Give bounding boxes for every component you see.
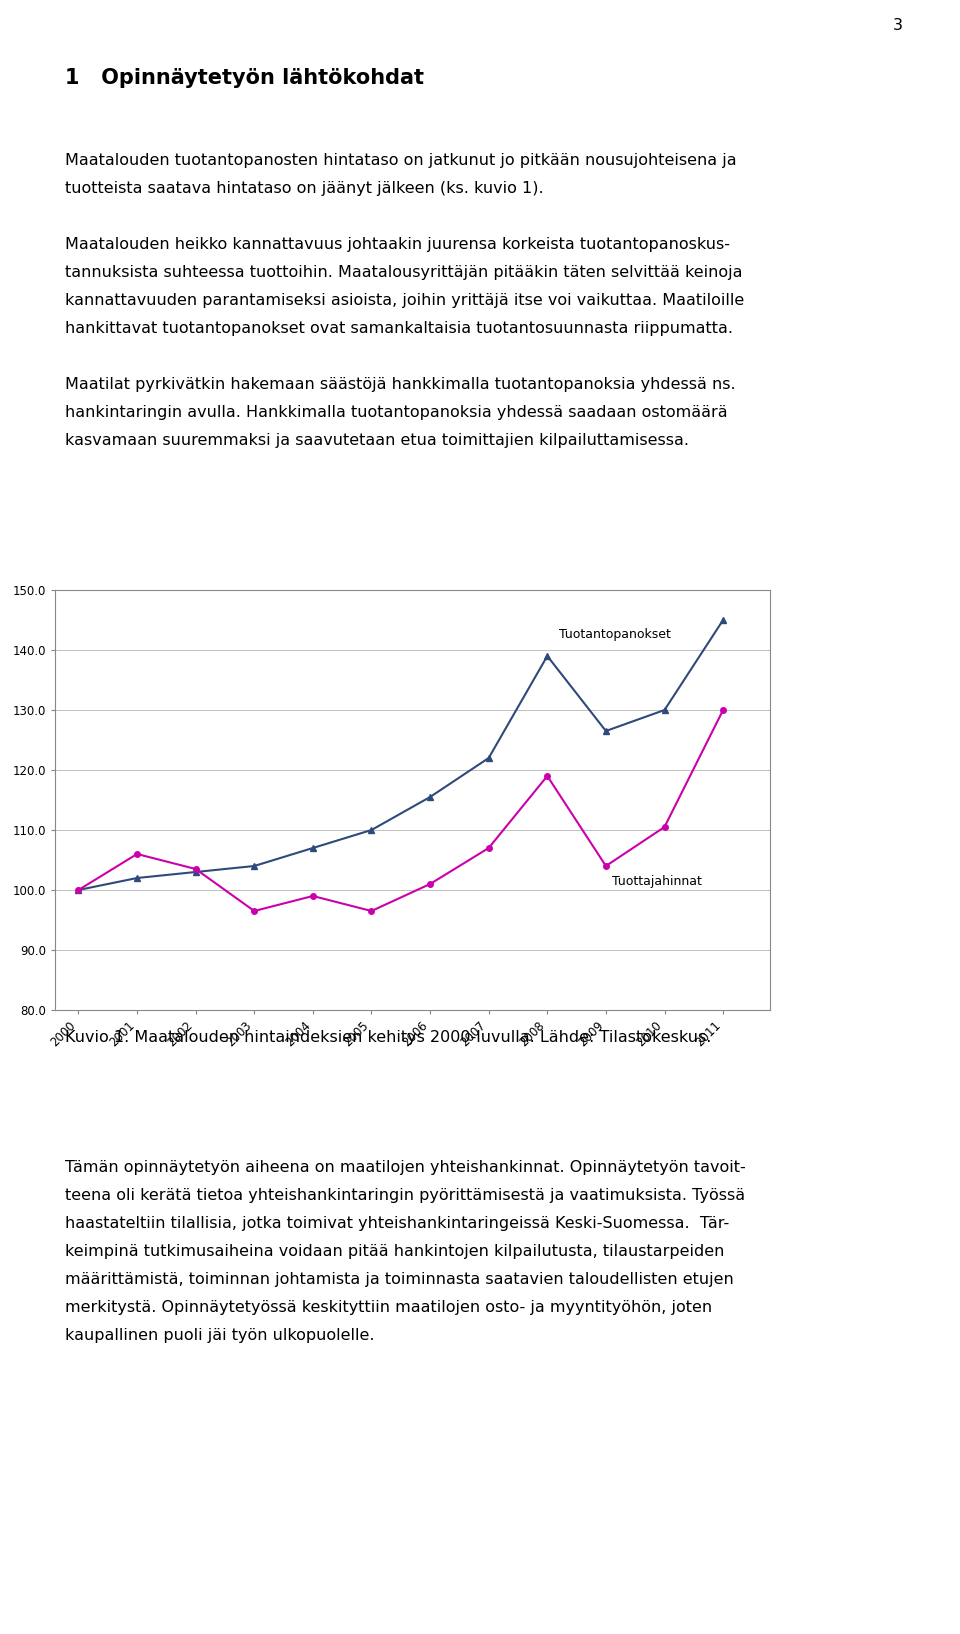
Text: keimpinä tutkimusaiheina voidaan pitää hankintojen kilpailutusta, tilaustarpeide: keimpinä tutkimusaiheina voidaan pitää h… bbox=[65, 1243, 725, 1260]
Text: tannuksista suhteessa tuottoihin. Maatalousyrittäjän pitääkin täten selvittää ke: tannuksista suhteessa tuottoihin. Maatal… bbox=[65, 265, 743, 279]
Text: haastateltiin tilallisia, jotka toimivat yhteishankintaringeissä Keski-Suomessa.: haastateltiin tilallisia, jotka toimivat… bbox=[65, 1216, 730, 1230]
Text: Tämän opinnäytetyön aiheena on maatilojen yhteishankinnat. Opinnäytetyön tavoit-: Tämän opinnäytetyön aiheena on maatiloje… bbox=[65, 1160, 746, 1175]
Text: Maatalouden heikko kannattavuus johtaakin juurensa korkeista tuotantopanoskus-: Maatalouden heikko kannattavuus johtaaki… bbox=[65, 237, 731, 252]
Text: määrittämistä, toiminnan johtamista ja toiminnasta saatavien taloudellisten etuj: määrittämistä, toiminnan johtamista ja t… bbox=[65, 1271, 734, 1288]
Text: Maatalouden tuotantopanosten hintataso on jatkunut jo pitkään nousujohteisena ja: Maatalouden tuotantopanosten hintataso o… bbox=[65, 154, 737, 168]
Text: 3: 3 bbox=[893, 18, 902, 33]
Text: teena oli kerätä tietoa yhteishankintaringin pyörittämisestä ja vaatimuksista. T: teena oli kerätä tietoa yhteishankintari… bbox=[65, 1188, 745, 1203]
Text: hankintaringin avulla. Hankkimalla tuotantopanoksia yhdessä saadaan ostomäärä: hankintaringin avulla. Hankkimalla tuota… bbox=[65, 405, 728, 420]
Text: kannattavuuden parantamiseksi asioista, joihin yrittäjä itse voi vaikuttaa. Maat: kannattavuuden parantamiseksi asioista, … bbox=[65, 292, 745, 309]
Text: Kuvio 1. Maatalouden hintaindeksien kehitys 2000-luvulla. Lähde: Tilastokeskus.: Kuvio 1. Maatalouden hintaindeksien kehi… bbox=[65, 1029, 711, 1046]
Text: tuotteista saatava hintataso on jäänyt jälkeen (ks. kuvio 1).: tuotteista saatava hintataso on jäänyt j… bbox=[65, 181, 544, 196]
Text: merkitystä. Opinnäytetyössä keskityttiin maatilojen osto- ja myyntityöhön, joten: merkitystä. Opinnäytetyössä keskityttiin… bbox=[65, 1301, 712, 1315]
Text: kaupallinen puoli jäi työn ulkopuolelle.: kaupallinen puoli jäi työn ulkopuolelle. bbox=[65, 1328, 374, 1343]
Text: Maatilat pyrkivätkin hakemaan säästöjä hankkimalla tuotantopanoksia yhdessä ns.: Maatilat pyrkivätkin hakemaan säästöjä h… bbox=[65, 377, 736, 392]
Text: Tuotantopanokset: Tuotantopanokset bbox=[559, 627, 671, 641]
Text: Tuottajahinnat: Tuottajahinnat bbox=[612, 874, 702, 887]
Text: 1   Opinnäytetyön lähtökohdat: 1 Opinnäytetyön lähtökohdat bbox=[65, 69, 424, 88]
Text: kasvamaan suuremmaksi ja saavutetaan etua toimittajien kilpailuttamisessa.: kasvamaan suuremmaksi ja saavutetaan etu… bbox=[65, 433, 689, 448]
Text: hankittavat tuotantopanokset ovat samankaltaisia tuotantosuunnasta riippumatta.: hankittavat tuotantopanokset ovat samank… bbox=[65, 322, 733, 337]
